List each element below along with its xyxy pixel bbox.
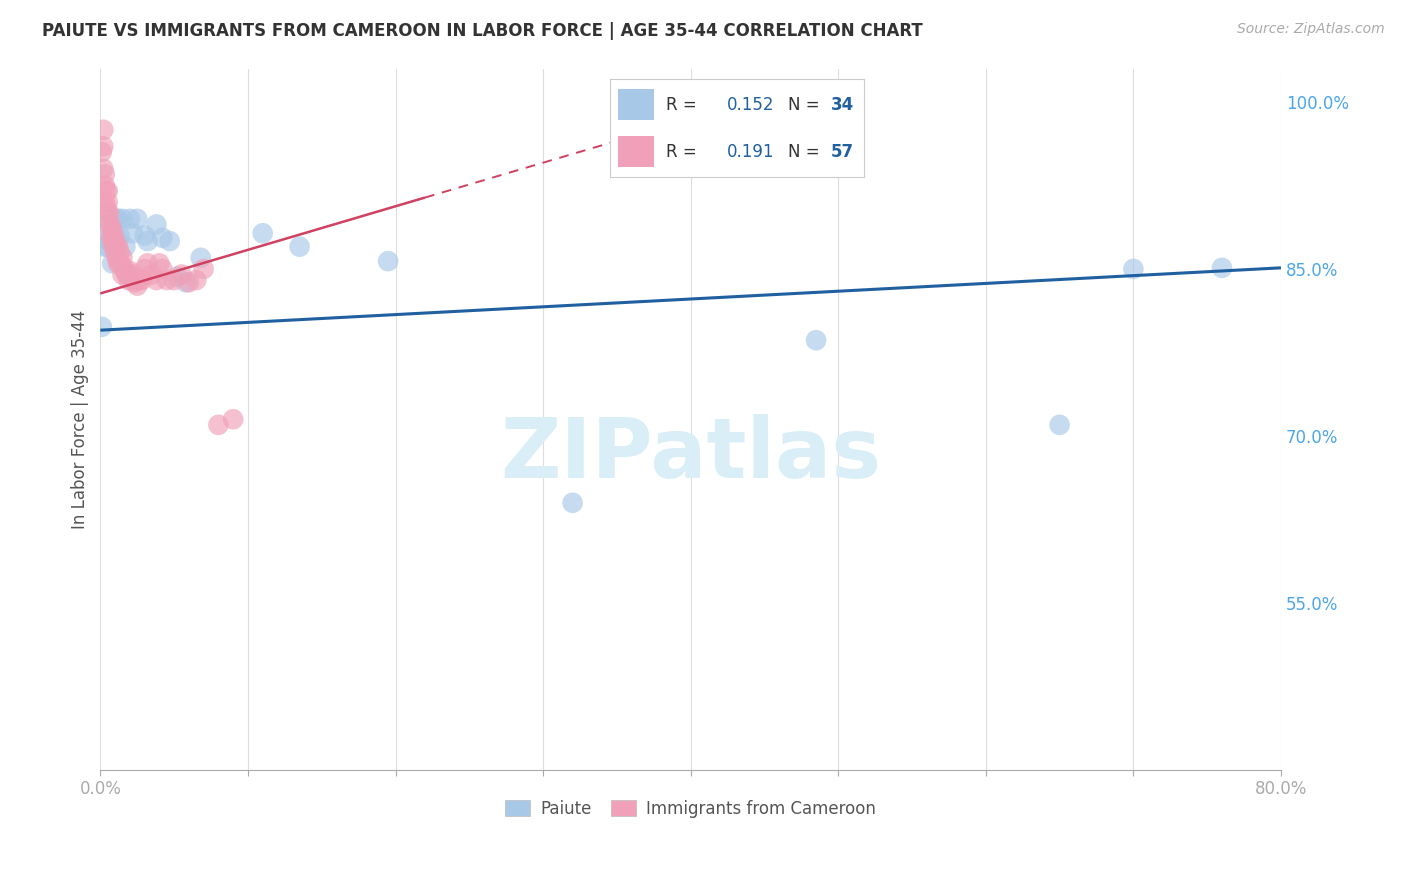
Point <box>150 231 173 245</box>
Point <box>127 278 149 293</box>
Point <box>121 268 143 282</box>
Point <box>134 228 156 243</box>
Point <box>108 228 131 243</box>
Point <box>103 240 125 254</box>
Point <box>193 262 215 277</box>
Point <box>94 195 117 210</box>
Point <box>117 273 139 287</box>
Point <box>104 234 127 248</box>
Point <box>127 211 149 226</box>
Text: PAIUTE VS IMMIGRANTS FROM CAMEROON IN LABOR FORCE | AGE 35-44 CORRELATION CHART: PAIUTE VS IMMIGRANTS FROM CAMEROON IN LA… <box>42 22 922 40</box>
Point <box>145 218 167 232</box>
Point <box>96 184 118 198</box>
Point <box>112 262 135 277</box>
Point <box>100 218 122 232</box>
Point <box>91 161 114 176</box>
Point <box>134 262 156 277</box>
Point <box>114 264 136 278</box>
Point <box>90 319 112 334</box>
Point <box>94 178 117 193</box>
Point <box>103 228 125 243</box>
Point <box>105 211 128 226</box>
Point <box>105 251 128 265</box>
Point <box>111 268 134 282</box>
Point <box>91 122 114 136</box>
Point <box>145 273 167 287</box>
Point <box>170 268 193 282</box>
Point <box>100 228 122 243</box>
Point <box>94 240 117 254</box>
Point <box>96 218 118 232</box>
Point <box>94 167 117 181</box>
Point <box>150 262 173 277</box>
Point <box>107 240 129 254</box>
Point <box>136 256 159 270</box>
Point <box>104 245 127 260</box>
Point <box>141 268 163 282</box>
Point <box>124 275 146 289</box>
Legend: Paiute, Immigrants from Cameroon: Paiute, Immigrants from Cameroon <box>498 794 883 825</box>
Point <box>107 211 129 226</box>
Point <box>166 269 188 284</box>
Point <box>148 256 170 270</box>
Point <box>96 201 118 215</box>
Point <box>97 184 120 198</box>
Point <box>159 234 181 248</box>
Text: Source: ZipAtlas.com: Source: ZipAtlas.com <box>1237 22 1385 37</box>
Point <box>105 240 128 254</box>
Point <box>104 228 127 243</box>
Point <box>111 251 134 265</box>
Point <box>120 269 142 284</box>
Point <box>98 218 121 232</box>
Point <box>136 234 159 248</box>
Point <box>131 273 153 287</box>
Point <box>186 273 208 287</box>
Point <box>110 256 132 270</box>
Point <box>190 251 212 265</box>
Point <box>100 228 122 243</box>
Point <box>98 206 121 220</box>
Point <box>252 227 274 241</box>
Point <box>1049 417 1071 432</box>
Point <box>108 245 131 260</box>
Point <box>97 240 120 254</box>
Point <box>97 195 120 210</box>
Point <box>90 145 112 159</box>
Y-axis label: In Labor Force | Age 35-44: In Labor Force | Age 35-44 <box>72 310 89 529</box>
Point <box>101 234 124 248</box>
Point <box>125 273 148 287</box>
Point <box>128 273 150 287</box>
Point <box>91 139 114 153</box>
Point <box>207 417 229 432</box>
Point <box>561 496 583 510</box>
Point <box>163 273 186 287</box>
Point <box>97 206 120 220</box>
Point <box>377 254 399 268</box>
Text: ZIPatlas: ZIPatlas <box>501 414 882 495</box>
Point <box>118 211 141 226</box>
Point <box>115 268 138 282</box>
Point <box>111 211 134 226</box>
Point <box>174 275 197 289</box>
Point <box>103 218 125 232</box>
Point <box>118 264 141 278</box>
Point <box>114 240 136 254</box>
Point <box>115 268 138 282</box>
Point <box>108 256 131 270</box>
Point <box>156 273 179 287</box>
Point <box>222 412 245 426</box>
Point <box>101 256 124 270</box>
Point <box>288 240 311 254</box>
Point <box>101 223 124 237</box>
Point <box>98 234 121 248</box>
Point <box>121 227 143 241</box>
Point <box>107 256 129 270</box>
Point <box>804 333 827 347</box>
Point <box>177 275 200 289</box>
Point <box>1122 262 1144 277</box>
Point <box>1211 260 1233 275</box>
